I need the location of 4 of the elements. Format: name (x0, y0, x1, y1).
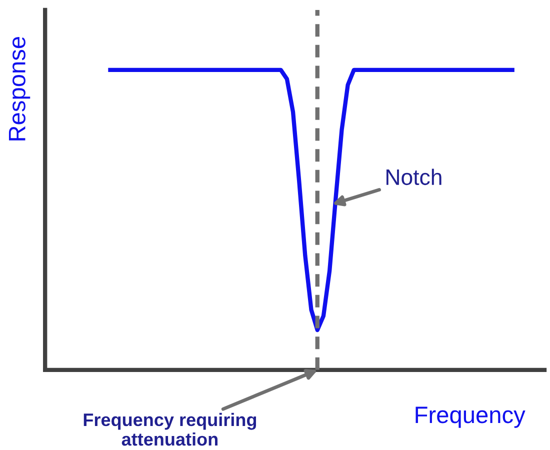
text: Frequency requiring attenuation (84, 412, 256, 446)
y-axis-title: Response (8, 36, 30, 140)
x-axis-title: Frequency (416, 406, 526, 428)
annotation: Notch (386, 168, 442, 186)
